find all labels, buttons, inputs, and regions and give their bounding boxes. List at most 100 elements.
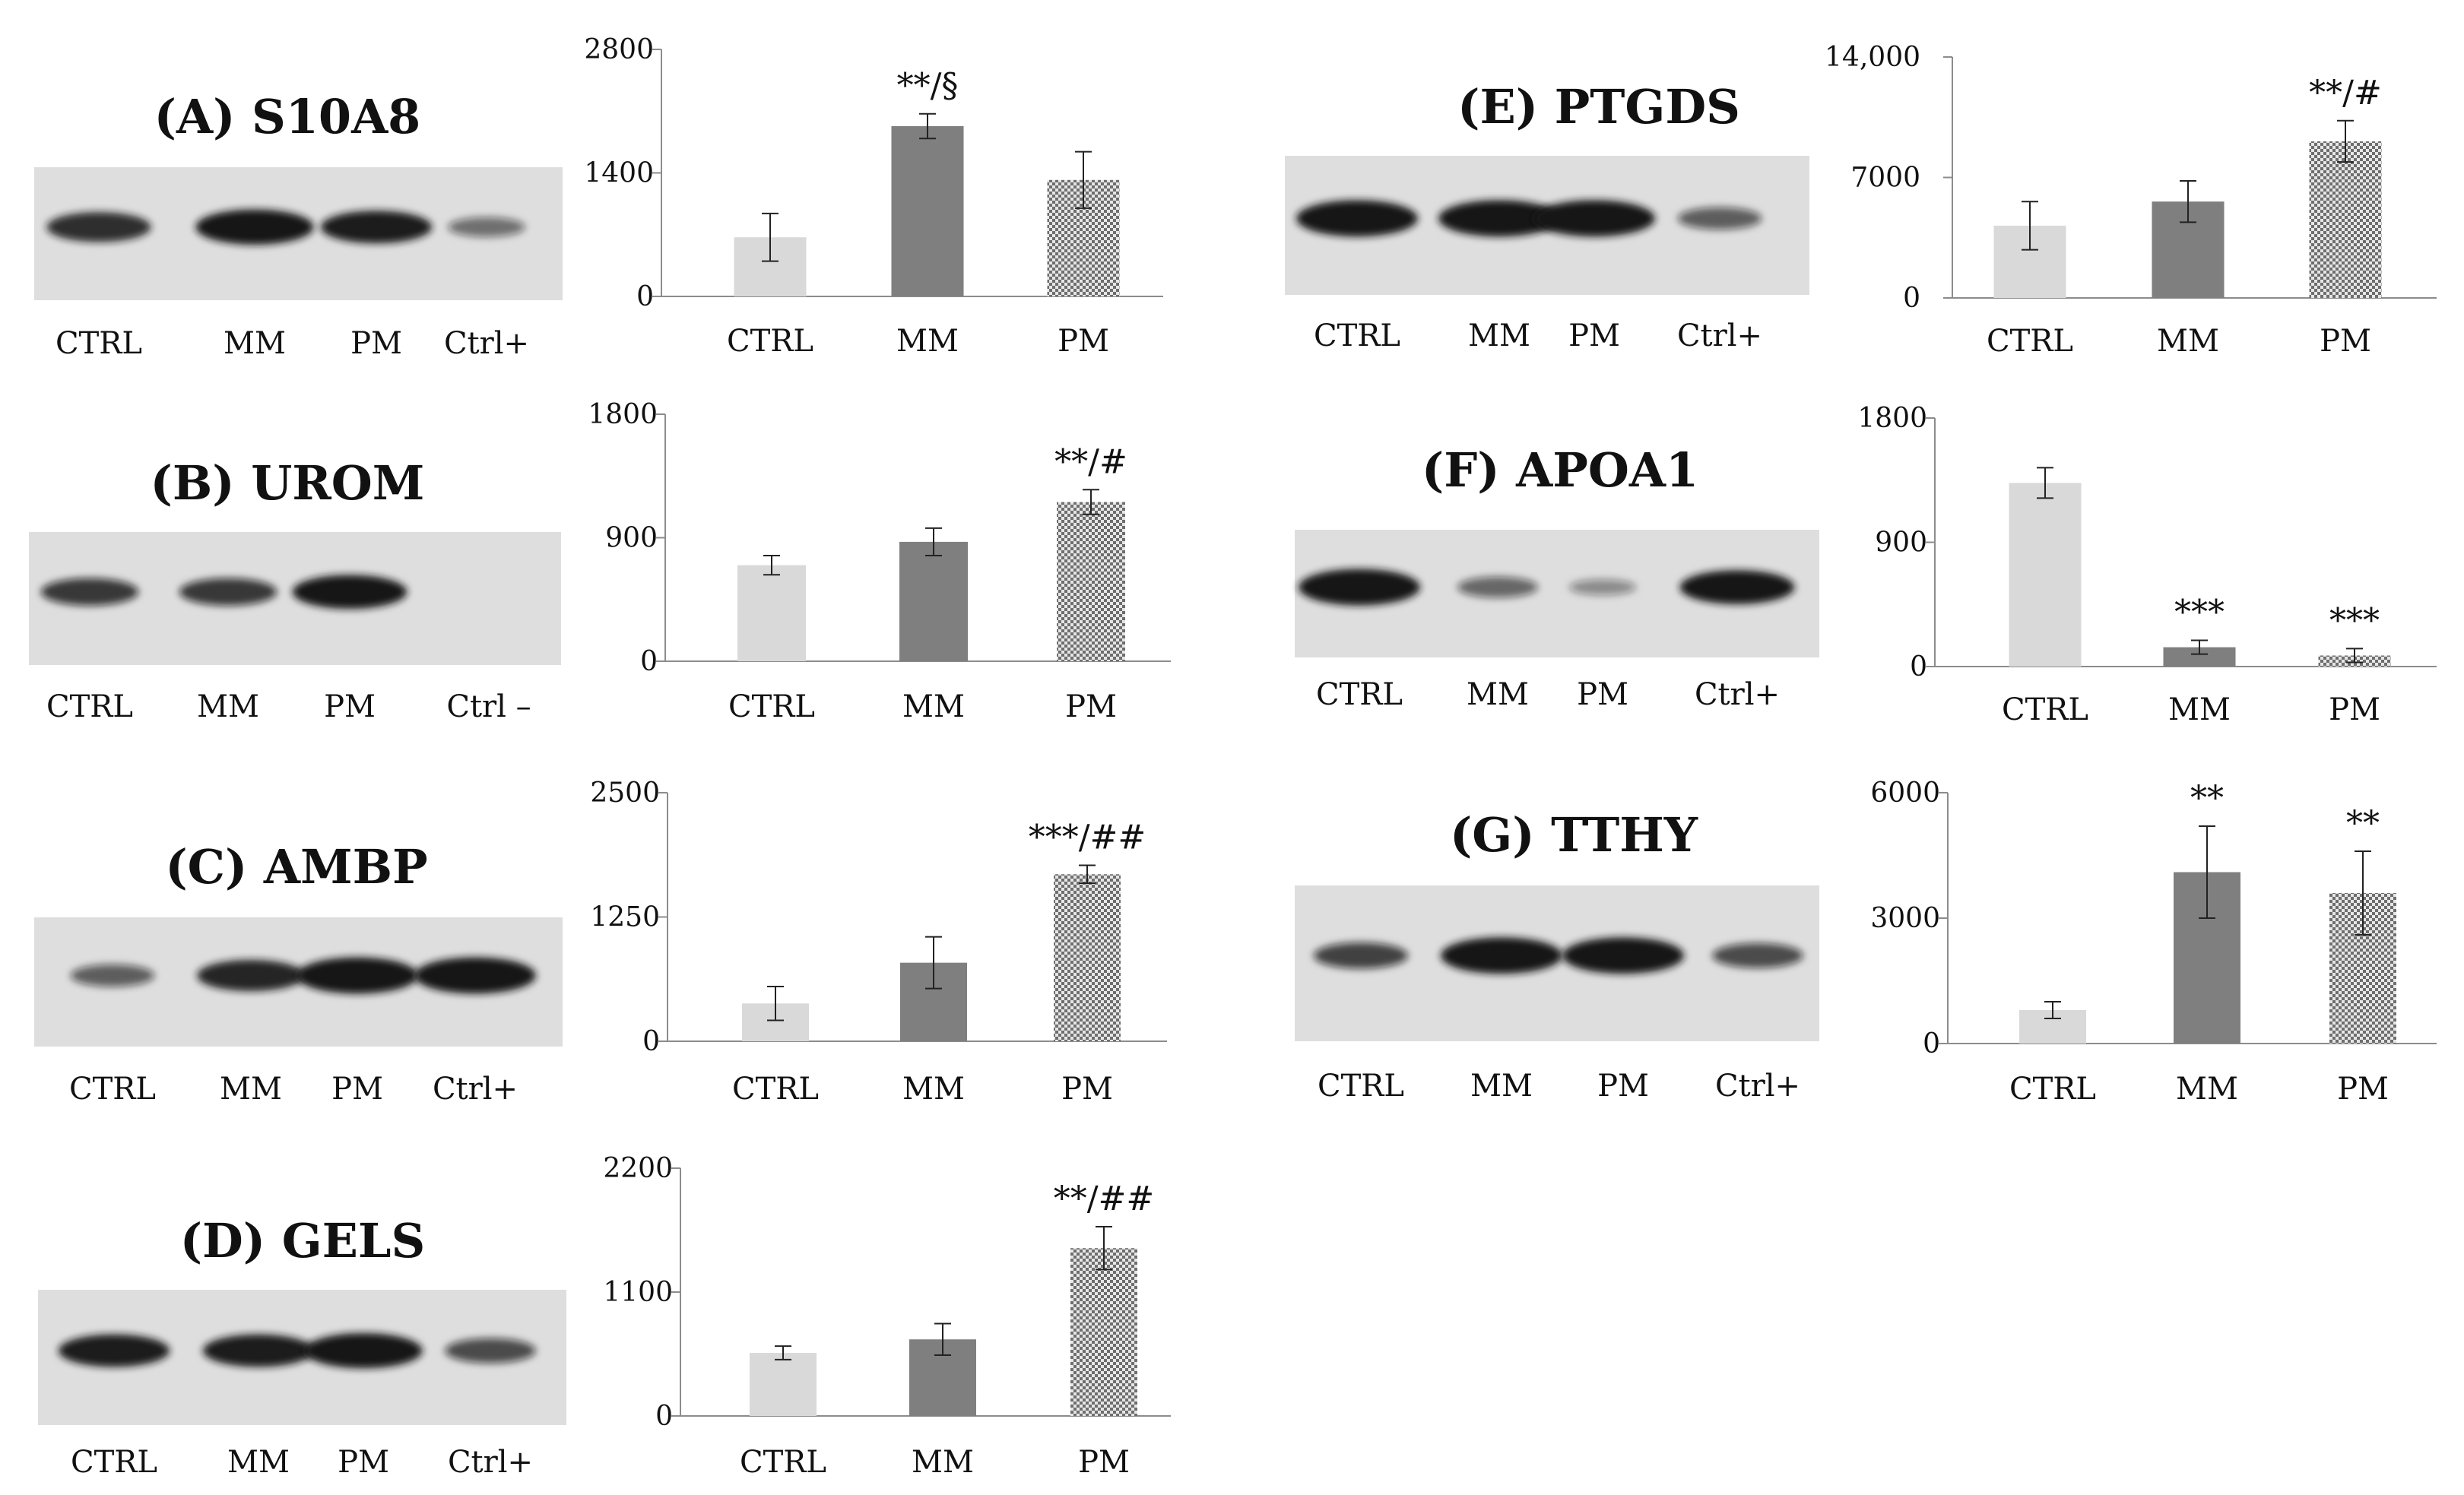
y-tick-label: 2800 bbox=[584, 34, 654, 65]
blot-band bbox=[70, 964, 155, 987]
x-tick-label: MM bbox=[2168, 692, 2231, 727]
error-bar bbox=[2191, 639, 2208, 655]
error-bar bbox=[2022, 201, 2038, 251]
blot-band bbox=[1299, 569, 1420, 606]
y-tick-label: 0 bbox=[1910, 651, 1927, 683]
error-bar bbox=[2180, 180, 2196, 223]
bar-chart: 0 1100 2200 CTRL MM PM **/## bbox=[603, 1153, 1171, 1480]
blot-band bbox=[46, 212, 151, 242]
lane-label: PM bbox=[350, 326, 402, 361]
x-tick-label: PM bbox=[1061, 1072, 1113, 1107]
western-blot-image bbox=[1285, 156, 1809, 295]
western-blot-image bbox=[1295, 530, 1819, 657]
blot-band bbox=[1712, 942, 1803, 968]
x-tick-label: PM bbox=[2320, 324, 2371, 359]
y-tick-label: 1100 bbox=[603, 1277, 673, 1308]
panel-f: (F) APOA1 CTRL MM PM Ctrl+ 0 900 1800 CTRL MM *** P… bbox=[1295, 403, 2437, 727]
lane-label: PM bbox=[1568, 318, 1620, 353]
lane-label: CTRL bbox=[71, 1445, 157, 1480]
error-bar bbox=[767, 986, 784, 1021]
blot-band bbox=[292, 575, 407, 610]
significance-label: **/# bbox=[1054, 442, 1127, 481]
lane-label: MM bbox=[227, 1445, 290, 1480]
significance-label: ***/## bbox=[1029, 818, 1146, 857]
blot-band bbox=[1441, 937, 1562, 974]
panel-d: (D) GELS CTRL MM PM Ctrl+ 0 1100 2200 CTRL MM PM **… bbox=[38, 1153, 1171, 1480]
blot-band bbox=[1533, 200, 1655, 237]
blot-band bbox=[202, 1334, 315, 1367]
x-tick-label: CTRL bbox=[740, 1445, 826, 1480]
panel-e: (E) PTGDS CTRL MM PM Ctrl+ 0 7000 14,000 CTRL MM P… bbox=[1285, 42, 2437, 359]
blot-band bbox=[448, 217, 525, 237]
bar-ctrl bbox=[737, 565, 806, 661]
lane-label: CTRL bbox=[1318, 1069, 1404, 1104]
y-tick-label: 0 bbox=[1903, 283, 1920, 314]
lane-label: MM bbox=[1467, 677, 1529, 712]
y-tick-label: 7000 bbox=[1850, 163, 1920, 194]
error-bar bbox=[775, 1345, 791, 1360]
x-tick-label: MM bbox=[896, 324, 959, 359]
blot-band bbox=[1677, 207, 1762, 230]
blot-band bbox=[1457, 576, 1538, 598]
x-tick-label: CTRL bbox=[727, 324, 813, 359]
lane-label: Ctrl+ bbox=[1677, 318, 1762, 353]
x-tick-label: MM bbox=[2157, 324, 2219, 359]
error-bar bbox=[2199, 825, 2215, 919]
y-tick-label: 6000 bbox=[1870, 778, 1940, 809]
panel-b: (B) UROM CTRL MM PM Ctrl – 0 900 1800 CTRL MM PM **… bbox=[29, 399, 1171, 724]
y-tick-label: 3000 bbox=[1870, 903, 1940, 934]
y-tick-label: 1250 bbox=[590, 902, 660, 933]
significance-label: **/§ bbox=[897, 67, 959, 106]
y-tick-label: 0 bbox=[636, 281, 654, 312]
x-tick-label: CTRL bbox=[2009, 1072, 2096, 1107]
lane-label: PM bbox=[331, 1072, 383, 1107]
bar-chart: 0 900 1800 CTRL MM PM **/# bbox=[588, 399, 1171, 724]
y-tick-label: 2500 bbox=[590, 778, 660, 809]
bar-mm bbox=[891, 125, 964, 296]
panel-title: (B) UROM bbox=[151, 455, 425, 511]
blot-band bbox=[197, 959, 305, 992]
lane-label: Ctrl+ bbox=[444, 326, 529, 361]
lane-label: MM bbox=[220, 1072, 282, 1107]
bar-chart: 0 900 1800 CTRL MM *** PM *** bbox=[1857, 403, 2437, 727]
blot-band bbox=[414, 957, 536, 994]
blot-band bbox=[1296, 200, 1418, 237]
error-bar bbox=[762, 212, 779, 262]
panel-title: (A) S10A8 bbox=[154, 89, 421, 144]
error-bar bbox=[2355, 850, 2371, 936]
lane-label: MM bbox=[1470, 1069, 1533, 1104]
error-bar bbox=[1096, 1226, 1112, 1271]
lane-label: MM bbox=[197, 689, 259, 724]
bar-mm bbox=[899, 541, 968, 661]
panel-title: (C) AMBP bbox=[165, 839, 427, 895]
panel-a: (A) S10A8 CTRL MM PM Ctrl+ 0 1400 2800 CTRL MM **/… bbox=[34, 34, 1163, 361]
y-tick-label: 0 bbox=[642, 1026, 660, 1057]
blot-band bbox=[304, 1332, 423, 1369]
panel-title: (D) GELS bbox=[180, 1213, 426, 1269]
lane-label: Ctrl+ bbox=[1695, 677, 1780, 712]
panel-c: (C) AMBP CTRL MM PM Ctrl+ 0 1250 2500 CTRL MM PM **… bbox=[34, 778, 1167, 1107]
x-tick-label: PM bbox=[2337, 1072, 2389, 1107]
x-tick-label: PM bbox=[1058, 324, 1109, 359]
significance-label: *** bbox=[2174, 593, 2225, 632]
error-bar bbox=[2037, 467, 2053, 499]
lane-label: PM bbox=[1597, 1069, 1649, 1104]
lane-label: Ctrl+ bbox=[1715, 1069, 1800, 1104]
error-bar bbox=[919, 112, 936, 140]
panel-title: (F) APOA1 bbox=[1422, 442, 1698, 498]
lane-label: CTRL bbox=[1314, 318, 1400, 353]
x-tick-label: MM bbox=[912, 1445, 974, 1480]
y-tick-label: 0 bbox=[655, 1401, 673, 1432]
panel-g: (G) TTHY CTRL MM PM Ctrl+ 0 3000 6000 CTRL MM ** PM… bbox=[1295, 778, 2437, 1107]
x-tick-label: MM bbox=[2176, 1072, 2238, 1107]
x-tick-label: CTRL bbox=[732, 1072, 819, 1107]
x-tick-label: CTRL bbox=[1987, 324, 2073, 359]
lane-label: CTRL bbox=[1316, 677, 1403, 712]
y-tick-label: 900 bbox=[1875, 527, 1927, 559]
western-blot-image bbox=[38, 1290, 566, 1425]
error-bar bbox=[2346, 648, 2363, 664]
y-tick-label: 1800 bbox=[588, 399, 658, 430]
significance-label: *** bbox=[2329, 601, 2380, 640]
lane-label: MM bbox=[224, 326, 286, 361]
error-bar bbox=[763, 554, 780, 576]
